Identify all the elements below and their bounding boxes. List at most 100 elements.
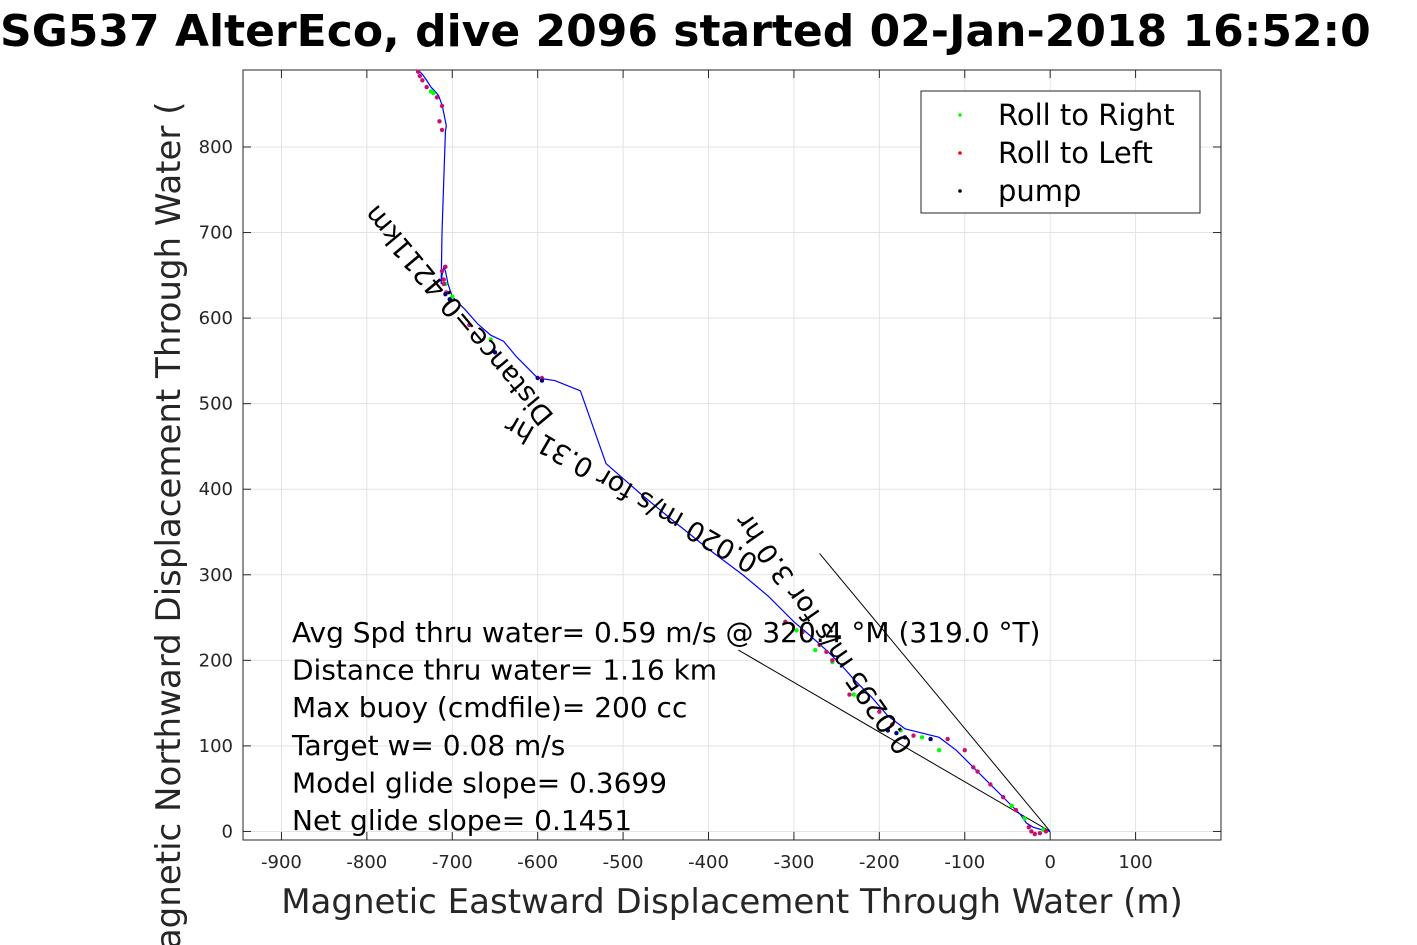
pump-point — [894, 730, 899, 736]
roll-to-left-point — [417, 73, 423, 79]
plot-frame — [242, 69, 1222, 841]
y-tick-label: 100 — [199, 736, 233, 757]
y-tick-label: 700 — [199, 223, 233, 244]
pump-point — [539, 378, 545, 383]
y-tick-label: 600 — [199, 308, 233, 329]
stats-line: Max buoy (cmdfile)= 200 cc — [292, 691, 687, 724]
roll-to-left-point — [424, 84, 429, 90]
roll-to-left-point — [971, 765, 976, 770]
stats-line: Target w= 0.08 m/s — [291, 729, 565, 762]
roll-to-left-point — [1032, 831, 1037, 837]
roll-to-right-point — [919, 735, 925, 740]
current-vector-line — [819, 553, 1051, 832]
legend-marker-roll-right — [958, 113, 962, 117]
roll-to-left-point — [467, 322, 472, 328]
roll-to-left-point — [1013, 807, 1019, 813]
roll-to-left-point — [434, 95, 440, 100]
roll-to-left-point — [800, 629, 805, 635]
x-tick-label: 0 — [1044, 852, 1055, 873]
x-tick-label: 100 — [1118, 852, 1152, 873]
y-tick-label: 0 — [222, 821, 233, 842]
x-tick-label: -400 — [688, 852, 729, 873]
axis-ticks: -900 -800 -700 -600 -500 -400 -300 -200 -100 0 100… — [199, 70, 1221, 873]
roll-to-left-point — [945, 736, 950, 742]
roll-to-left-point — [443, 264, 448, 269]
x-tick-label: -100 — [944, 852, 985, 873]
roll-to-left-point — [911, 733, 916, 738]
roll-to-right-point — [813, 647, 818, 653]
chart-title: SG537 AlterEco, dive 2096 started 02-Jan… — [0, 6, 1371, 57]
roll-to-left-point — [441, 281, 446, 287]
roll-to-left-point — [975, 769, 980, 774]
x-tick-label: -200 — [859, 852, 900, 873]
roll-to-left-point — [1029, 829, 1034, 834]
roll-to-right-point — [936, 747, 942, 753]
track — [417, 69, 1051, 833]
roll-to-left-point — [439, 103, 445, 109]
roll-to-left-point — [988, 782, 993, 787]
y-axis-label: Magnetic Northward Displacement Through … — [149, 102, 189, 945]
stats-line: Distance thru water= 1.16 km — [292, 654, 717, 687]
stats-line: Net glide slope= 0.1451 — [292, 804, 632, 837]
legend-box — [920, 90, 1201, 214]
roll-to-right-point — [1009, 803, 1014, 808]
roll-to-left-point — [1043, 829, 1049, 834]
x-tick-label: -300 — [773, 852, 814, 873]
y-tick-label: 500 — [199, 394, 233, 415]
track-line — [417, 69, 1051, 833]
roll-to-left-point — [830, 658, 835, 663]
roll-to-right-point — [898, 728, 903, 733]
roll-to-left-point — [441, 277, 446, 282]
roll-to-right-point — [851, 692, 856, 697]
roll-to-left-point — [1037, 830, 1043, 836]
pump-point — [928, 736, 933, 742]
y-tick-label: 200 — [199, 650, 233, 671]
roll-to-left-point — [817, 642, 822, 648]
pump-point — [443, 291, 448, 297]
roll-to-left-point — [962, 747, 967, 753]
roll-to-right-point — [855, 694, 861, 699]
x-tick-label: -600 — [517, 852, 558, 873]
pump-point — [902, 735, 908, 740]
roll-to-left-point — [824, 649, 829, 654]
roll-to-right-point — [794, 628, 799, 633]
stats-block: Avg Spd thru water= 0.59 m/s @ 320.4 °M … — [291, 616, 1040, 837]
roll-to-left-point — [889, 722, 895, 727]
roll-to-left-point — [877, 709, 882, 714]
legend-marker-roll-left — [958, 151, 962, 155]
data-points — [415, 69, 1049, 837]
roll-to-left-point — [783, 619, 788, 625]
x-tick-label: -800 — [346, 852, 387, 873]
pump-point — [885, 728, 891, 733]
roll-to-right-point — [1022, 816, 1027, 821]
current-lines — [738, 553, 1051, 832]
y-tick-label: 800 — [199, 137, 233, 158]
pump-point — [535, 375, 540, 381]
legend: Roll to Right Roll to Left pump — [920, 90, 1201, 214]
roll-to-left-point — [1026, 824, 1032, 830]
pump-point — [492, 350, 498, 355]
roll-to-right-point — [428, 89, 434, 94]
roll-to-left-point — [439, 268, 445, 274]
current-vector-line — [738, 649, 1051, 832]
roll-to-left-point — [437, 119, 442, 124]
y-tick-label: 300 — [199, 565, 233, 586]
roll-to-left-point — [1000, 795, 1006, 800]
legend-label-roll-left: Roll to Left — [998, 136, 1153, 170]
roll-to-left-point — [415, 69, 421, 74]
stats-line: Avg Spd thru water= 0.59 m/s @ 320.4 °M … — [292, 616, 1040, 649]
legend-label-pump: pump — [998, 174, 1081, 208]
roll-to-left-point — [420, 78, 425, 83]
roll-to-left-point — [847, 692, 852, 697]
x-tick-label: -700 — [432, 852, 473, 873]
x-tick-label: -500 — [603, 852, 644, 873]
x-axis-label: Magnetic Eastward Displacement Through W… — [281, 882, 1183, 922]
roll-to-right-point — [488, 337, 493, 342]
y-tick-label: 400 — [199, 479, 233, 500]
legend-label-roll-right: Roll to Right — [998, 98, 1175, 132]
legend-marker-pump — [958, 189, 962, 193]
stats-line: Model glide slope= 0.3699 — [292, 766, 667, 799]
pump-point — [447, 297, 452, 302]
roll-to-left-point — [439, 127, 445, 133]
